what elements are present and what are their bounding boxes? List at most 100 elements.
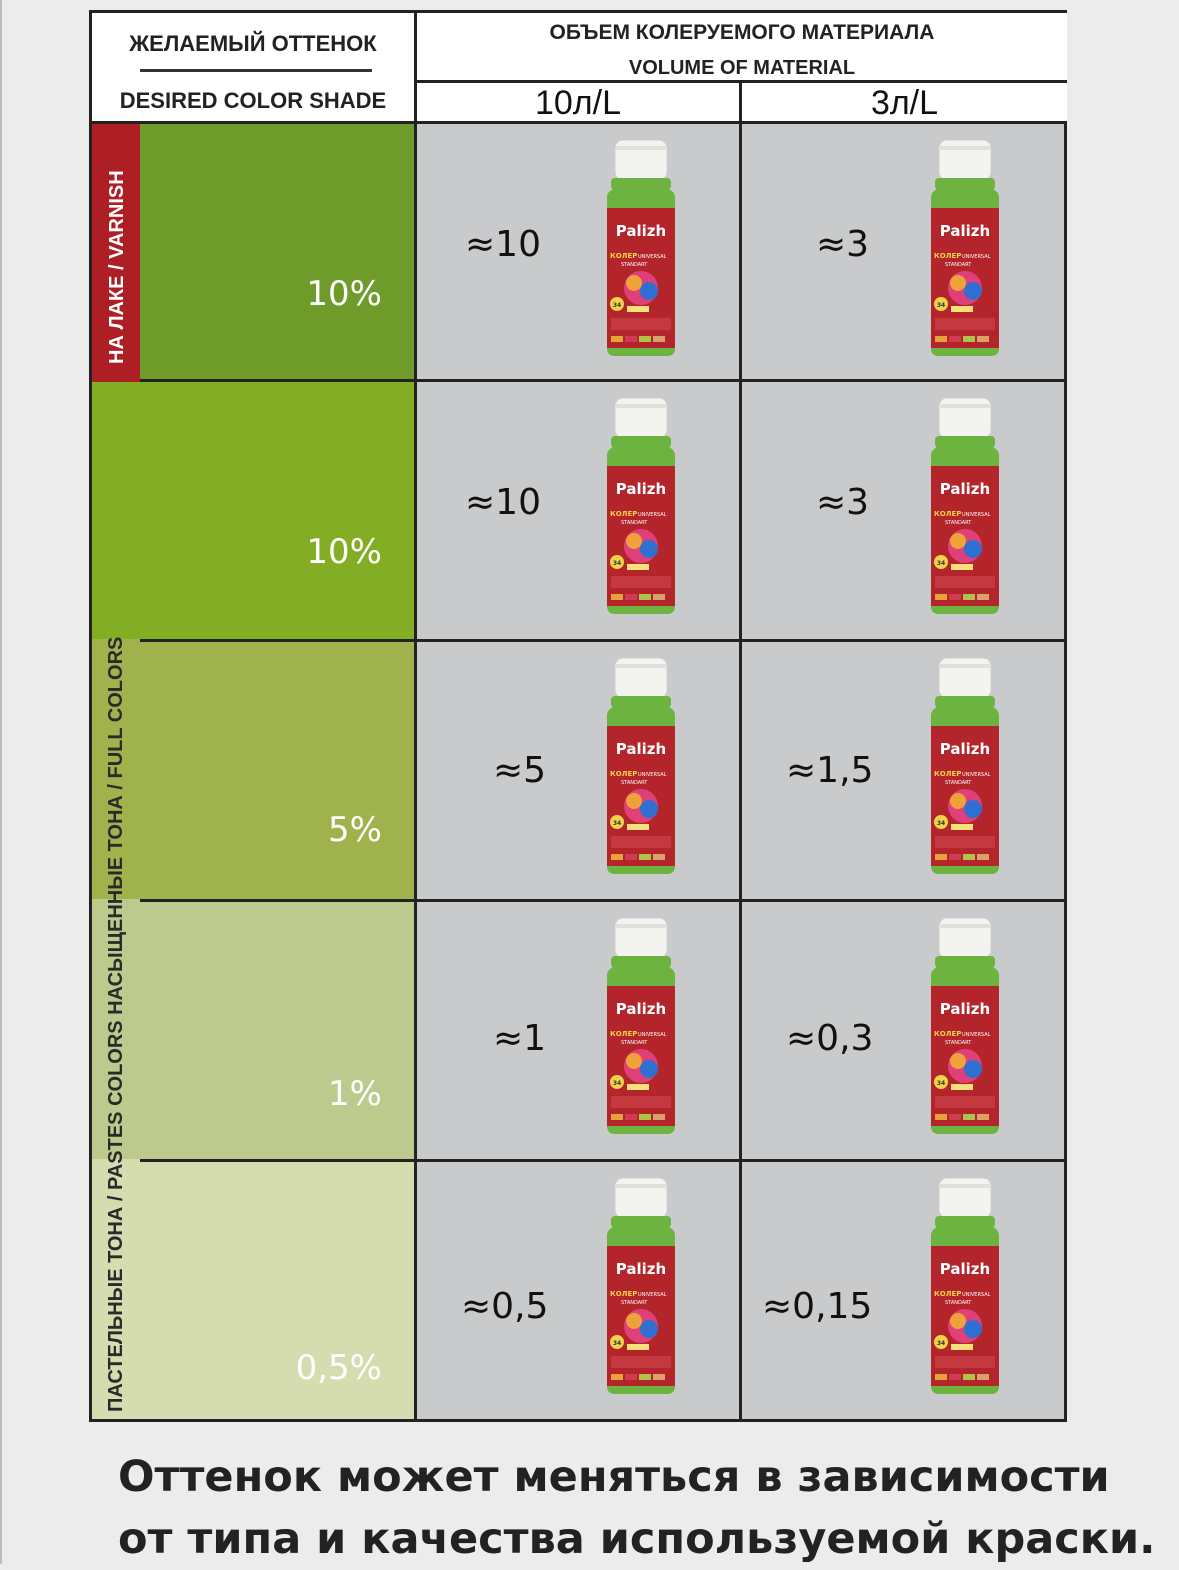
- footer-line-2: от типа и качества используемой краски.: [118, 1514, 1156, 1564]
- svg-text:Palizh: Palizh: [616, 1000, 666, 1018]
- shade-percent: 5%: [328, 810, 382, 850]
- dosage-cell-3l: ≈0,15 Palizh КОЛЕР UNIVERSAL STANDART 34: [742, 1162, 1064, 1419]
- svg-text:STANDART: STANDART: [945, 1300, 972, 1306]
- svg-text:UNIVERSAL: UNIVERSAL: [962, 512, 991, 518]
- svg-text:Palizh: Palizh: [616, 740, 666, 758]
- dosage-cell-10l: ≈0,5 Palizh КОЛЕР UNIVERSAL STANDART 34: [417, 1162, 742, 1419]
- svg-text:34: 34: [613, 820, 621, 827]
- svg-text:UNIVERSAL: UNIVERSAL: [638, 512, 667, 518]
- svg-text:КОЛЕР: КОЛЕР: [934, 510, 961, 518]
- dosage-row: 10% ≈10 Palizh КОЛЕР UNIVERSAL STANDART 3…: [92, 124, 1064, 382]
- header-divider: [140, 69, 372, 72]
- svg-text:34: 34: [937, 1080, 945, 1087]
- dosage-row: 1% ≈1 Palizh КОЛЕР UNIVERSAL STANDART 34 …: [92, 902, 1064, 1162]
- colorant-bottle-image: Palizh КОЛЕР UNIVERSAL STANDART 34: [925, 917, 1005, 1138]
- dosage-cell-3l: ≈3 Palizh КОЛЕР UNIVERSAL STANDART 34: [742, 124, 1064, 379]
- svg-text:STANDART: STANDART: [945, 262, 972, 268]
- svg-text:STANDART: STANDART: [945, 1040, 972, 1046]
- colorant-bottle-image: Palizh КОЛЕР UNIVERSAL STANDART 34: [601, 397, 681, 618]
- colors-side-label: ПАСТЕЛЬНЫЕ ТОНА / PASTES COLORS НАСЫЩЕНН…: [105, 636, 127, 1412]
- svg-text:STANDART: STANDART: [945, 780, 972, 786]
- svg-text:STANDART: STANDART: [621, 780, 648, 786]
- tint-amount: ≈0,3: [786, 1018, 874, 1059]
- dosage-cell-3l: ≈0,3 Palizh КОЛЕР UNIVERSAL STANDART 34: [742, 902, 1064, 1159]
- svg-text:34: 34: [613, 560, 621, 567]
- svg-text:Palizh: Palizh: [940, 740, 990, 758]
- svg-text:UNIVERSAL: UNIVERSAL: [638, 1292, 667, 1298]
- svg-text:STANDART: STANDART: [621, 262, 648, 268]
- svg-text:КОЛЕР: КОЛЕР: [610, 252, 637, 260]
- shade-percent: 0,5%: [295, 1348, 382, 1388]
- svg-text:UNIVERSAL: UNIVERSAL: [962, 1032, 991, 1038]
- desired-shade-title-ru: ЖЕЛАЕМЫЙ ОТТЕНОК: [129, 31, 377, 56]
- footer-note: Оттенок может меняться в зависимости от …: [118, 1446, 1155, 1570]
- svg-text:UNIVERSAL: UNIVERSAL: [638, 1032, 667, 1038]
- svg-text:STANDART: STANDART: [621, 1300, 648, 1306]
- svg-text:Palizh: Palizh: [940, 480, 990, 498]
- svg-text:UNIVERSAL: UNIVERSAL: [638, 254, 667, 260]
- svg-text:КОЛЕР: КОЛЕР: [610, 1030, 637, 1038]
- varnish-side-label: НА ЛАКЕ / VARNISH: [106, 170, 128, 364]
- volume-3l-header: 3л/L: [742, 83, 1067, 124]
- colorant-bottle-image: Palizh КОЛЕР UNIVERSAL STANDART 34: [925, 397, 1005, 618]
- svg-text:Palizh: Palizh: [940, 1000, 990, 1018]
- tint-amount: ≈10: [465, 224, 541, 265]
- shade-percent: 10%: [306, 532, 382, 572]
- dosage-row: 0,5% ≈0,5 Palizh КОЛЕР UNIVERSAL STANDART…: [92, 1162, 1064, 1419]
- svg-text:Palizh: Palizh: [616, 480, 666, 498]
- tint-amount: ≈1,5: [786, 750, 874, 791]
- svg-text:КОЛЕР: КОЛЕР: [610, 770, 637, 778]
- svg-text:STANDART: STANDART: [621, 1040, 648, 1046]
- svg-text:34: 34: [937, 302, 945, 309]
- left-frame-line: [0, 0, 2, 1564]
- dosage-cell-10l: ≈1 Palizh КОЛЕР UNIVERSAL STANDART 34: [417, 902, 742, 1159]
- svg-text:34: 34: [937, 1340, 945, 1347]
- dosage-row: 10% ≈10 Palizh КОЛЕР UNIVERSAL STANDART 3…: [92, 382, 1064, 642]
- dosage-cell-10l: ≈10 Palizh КОЛЕР UNIVERSAL STANDART 34: [417, 124, 742, 379]
- svg-text:UNIVERSAL: UNIVERSAL: [962, 254, 991, 260]
- desired-shade-title-en: DESIRED COLOR SHADE: [119, 88, 387, 113]
- svg-text:UNIVERSAL: UNIVERSAL: [638, 772, 667, 778]
- shade-percent: 10%: [306, 274, 382, 314]
- volume-10l-header: 10л/L: [417, 83, 742, 124]
- svg-text:КОЛЕР: КОЛЕР: [610, 1290, 637, 1298]
- colorant-bottle-image: Palizh КОЛЕР UNIVERSAL STANDART 34: [601, 657, 681, 878]
- svg-text:34: 34: [613, 1080, 621, 1087]
- svg-text:КОЛЕР: КОЛЕР: [934, 1290, 961, 1298]
- svg-text:Palizh: Palizh: [616, 1260, 666, 1278]
- colorant-bottle-image: Palizh КОЛЕР UNIVERSAL STANDART 34: [925, 139, 1005, 360]
- svg-text:КОЛЕР: КОЛЕР: [934, 770, 961, 778]
- svg-text:Palizh: Palizh: [940, 1260, 990, 1278]
- colorant-bottle-image: Palizh КОЛЕР UNIVERSAL STANDART 34: [601, 1177, 681, 1398]
- dosage-cell-3l: ≈3 Palizh КОЛЕР UNIVERSAL STANDART 34: [742, 382, 1064, 639]
- svg-text:STANDART: STANDART: [945, 520, 972, 526]
- svg-text:34: 34: [613, 1340, 621, 1347]
- shade-swatch: 10%: [92, 382, 417, 639]
- colorant-bottle-image: Palizh КОЛЕР UNIVERSAL STANDART 34: [601, 139, 681, 360]
- svg-text:Palizh: Palizh: [616, 222, 666, 240]
- tint-amount: ≈5: [493, 750, 547, 791]
- shade-swatch: 5%: [92, 642, 417, 899]
- tint-amount: ≈0,15: [762, 1286, 873, 1327]
- colors-side-band: ПАСТЕЛЬНЫЕ ТОНА / PASTES COLORS НАСЫЩЕНН…: [92, 382, 140, 1419]
- volume-title-ru: ОБЪЕМ КОЛЕРУЕМОГО МАТЕРИАЛА: [549, 21, 935, 44]
- colorant-bottle-image: Palizh КОЛЕР UNIVERSAL STANDART 34: [925, 1177, 1005, 1398]
- svg-text:Palizh: Palizh: [940, 222, 990, 240]
- svg-text:КОЛЕР: КОЛЕР: [610, 510, 637, 518]
- svg-text:34: 34: [937, 820, 945, 827]
- svg-text:STANDART: STANDART: [621, 520, 648, 526]
- varnish-side-band: НА ЛАКЕ / VARNISH: [92, 124, 140, 382]
- dosage-cell-10l: ≈5 Palizh КОЛЕР UNIVERSAL STANDART 34: [417, 642, 742, 899]
- footer-line-1: Оттенок может меняться в зависимости: [118, 1452, 1110, 1502]
- tint-amount: ≈0,5: [461, 1286, 549, 1327]
- tint-amount: ≈3: [816, 482, 870, 523]
- tint-dosage-table: ЖЕЛАЕМЫЙ ОТТЕНОК DESIRED COLOR SHADE ОБЪ…: [89, 10, 1067, 1422]
- svg-text:КОЛЕР: КОЛЕР: [934, 252, 961, 260]
- volume-header: ОБЪЕМ КОЛЕРУЕМОГО МАТЕРИАЛА VOLUME OF MA…: [417, 13, 1067, 83]
- svg-text:34: 34: [613, 302, 621, 309]
- dosage-cell-3l: ≈1,5 Palizh КОЛЕР UNIVERSAL STANDART 34: [742, 642, 1064, 899]
- tint-amount: ≈1: [493, 1018, 547, 1059]
- svg-text:UNIVERSAL: UNIVERSAL: [962, 1292, 991, 1298]
- tint-amount: ≈3: [816, 224, 870, 265]
- svg-text:34: 34: [937, 560, 945, 567]
